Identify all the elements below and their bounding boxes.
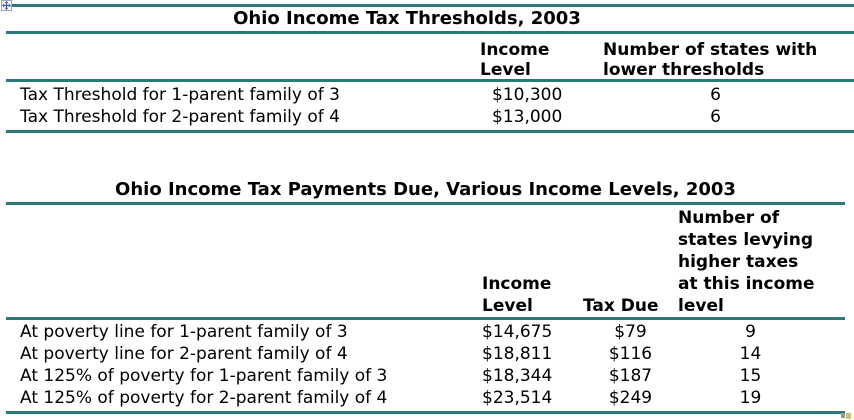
table-row-label: Tax Threshold for 2-parent family of 4 [20,107,340,127]
table-cell-states: 19 [739,388,762,408]
table1-body: Tax Threshold for 1-parent family of 3 $… [6,82,854,133]
table-resize-handle-icon[interactable] [841,413,851,419]
table-cell-income: $14,675 [482,322,553,342]
table1-header-row-label [6,40,480,80]
table-cell-states: 9 [745,322,756,342]
table2-header-row: Income Level Tax Due Number of states le… [6,205,845,320]
table-cell-income: $18,344 [482,366,553,386]
table-row-label: At poverty line for 2-parent family of 4 [20,344,348,364]
table2-header-income-level: Income Level [482,274,552,316]
table-row-label: At poverty line for 1-parent family of 3 [20,322,348,342]
table-move-handle-icon[interactable] [1,0,12,11]
table2-header-states-higher: Number of states levying higher taxes at… [678,208,815,316]
table-cell-income: $13,000 [492,107,563,127]
resize-handle-tan-part [846,413,851,419]
four-way-arrow-icon [2,1,11,10]
table-income-tax-payments-due: Ohio Income Tax Payments Due, Various In… [6,178,845,414]
table1-header-income-level: Income Level [480,40,550,80]
table-row-label: At 125% of poverty for 2-parent family o… [20,388,388,408]
table1-title: Ohio Income Tax Thresholds, 2003 [6,7,854,34]
table2-header-tax-due: Tax Due [583,296,659,316]
table2-title: Ohio Income Tax Payments Due, Various In… [6,178,845,205]
table-cell-states: 15 [739,366,762,386]
table-cell-states: 6 [710,107,721,127]
table-cell-income: $23,514 [482,388,553,408]
table-row-label: Tax Threshold for 1-parent family of 3 [20,85,340,105]
table-cell-tax-due: $79 [614,322,647,342]
table-cell-income: $10,300 [492,85,563,105]
table-cell-income: $18,811 [482,344,553,364]
table-cell-tax-due: $187 [608,366,653,386]
table-row-label: At 125% of poverty for 1-parent family o… [20,366,388,386]
table2-body: At poverty line for 1-parent family of 3… [6,320,845,414]
table-cell-states: 14 [739,344,762,364]
resize-handle-gray-part [841,413,845,418]
table-cell-tax-due: $249 [608,388,653,408]
table1-header-row: Income Level Number of states with lower… [6,34,854,82]
table-cell-tax-due: $116 [608,344,653,364]
table-income-tax-thresholds: Ohio Income Tax Thresholds, 2003 Income … [6,4,854,133]
table1-header-states-lower: Number of states with lower thresholds [603,40,818,80]
table-cell-states: 6 [710,85,721,105]
